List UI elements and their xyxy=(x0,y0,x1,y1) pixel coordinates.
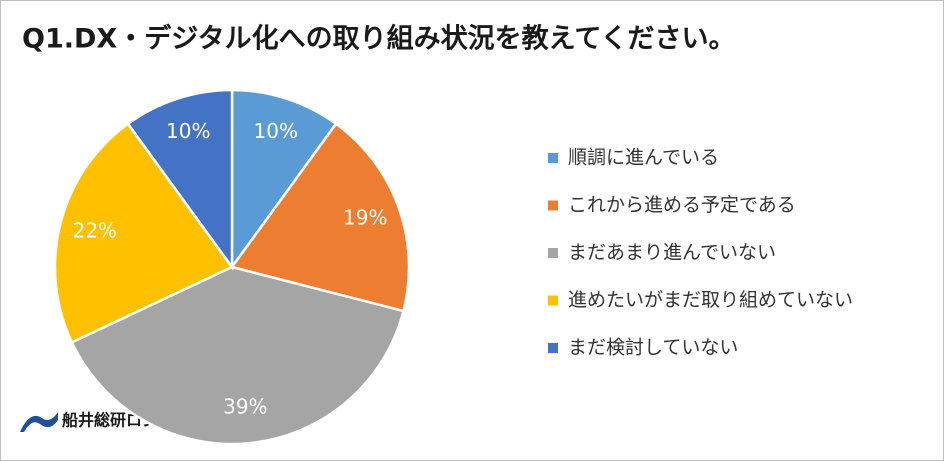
chart-title: Q1.DX・デジタル化への取り組み状況を教えてください。 xyxy=(22,23,736,55)
data-label: 10% xyxy=(166,119,210,143)
pie-slice xyxy=(126,88,234,271)
legend-label: まだあまり進んでいない xyxy=(568,242,776,264)
logo-icon xyxy=(20,412,58,432)
legend-swatch xyxy=(548,295,558,306)
pie-slice xyxy=(53,122,234,345)
pie: 10% 19% 39% 22% 10% xyxy=(53,88,411,446)
data-label: 10% xyxy=(254,119,298,143)
legend: 順調に進んでいるこれから進める予定であるまだあまり進んでいない進めたいがまだ取り… xyxy=(548,147,853,359)
pie-slice xyxy=(230,88,338,271)
legend-label: これから進める予定である xyxy=(568,194,796,216)
pie-slice xyxy=(70,265,405,446)
data-label: 19% xyxy=(343,206,387,230)
data-label: 22% xyxy=(73,218,117,242)
data-label: 39% xyxy=(223,394,267,418)
legend-label: 進めたいがまだ取り組めていない xyxy=(568,289,853,311)
legend-swatch xyxy=(548,343,558,353)
legend-swatch xyxy=(548,200,558,211)
legend-label: 順調に進んでいる xyxy=(568,147,719,169)
pie-slice xyxy=(229,122,411,313)
legend-label: まだ検討していない xyxy=(568,337,738,359)
legend-swatch xyxy=(548,153,558,163)
legend-swatch xyxy=(548,248,558,258)
